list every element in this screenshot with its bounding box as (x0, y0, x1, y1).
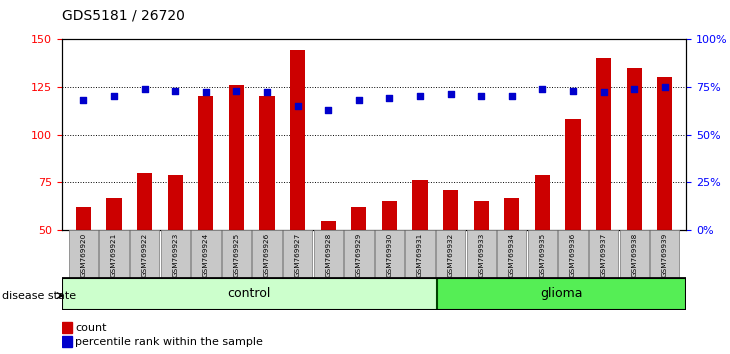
FancyBboxPatch shape (283, 230, 312, 278)
Text: percentile rank within the sample: percentile rank within the sample (75, 337, 263, 347)
Text: GSM769927: GSM769927 (295, 233, 301, 277)
Text: GSM769928: GSM769928 (326, 233, 331, 277)
Point (200, 90, 212, 95)
Bar (259, 96, 274, 230)
FancyBboxPatch shape (650, 230, 680, 278)
Bar (596, 58, 611, 230)
Point (108, 93, 120, 99)
Bar (290, 50, 305, 230)
Text: GSM769924: GSM769924 (203, 233, 209, 277)
FancyBboxPatch shape (130, 230, 159, 278)
Point (445, 92, 456, 97)
FancyBboxPatch shape (344, 230, 374, 278)
FancyBboxPatch shape (191, 230, 220, 278)
Text: GSM769931: GSM769931 (417, 233, 423, 277)
Bar (168, 175, 183, 230)
Text: glioma: glioma (540, 287, 583, 300)
FancyBboxPatch shape (69, 230, 98, 278)
Bar (657, 77, 672, 230)
Bar (76, 207, 91, 230)
Text: GSM769921: GSM769921 (111, 233, 117, 277)
Point (506, 93, 518, 99)
FancyBboxPatch shape (99, 230, 128, 278)
Text: GSM769939: GSM769939 (662, 233, 668, 277)
Text: GSM769923: GSM769923 (172, 233, 178, 277)
Bar (62, 322, 72, 333)
Text: GSM769936: GSM769936 (570, 233, 576, 277)
Bar (382, 201, 397, 230)
Point (537, 86, 548, 91)
Text: GSM769922: GSM769922 (142, 233, 147, 277)
Text: disease state: disease state (2, 291, 77, 301)
Bar (62, 336, 72, 347)
FancyBboxPatch shape (528, 230, 557, 278)
Point (77, 97, 89, 103)
FancyBboxPatch shape (558, 230, 588, 278)
Text: GSM769920: GSM769920 (80, 233, 86, 277)
Point (353, 97, 365, 103)
Text: control: control (228, 287, 271, 300)
Point (261, 90, 273, 95)
FancyBboxPatch shape (437, 278, 686, 310)
FancyBboxPatch shape (253, 230, 282, 278)
Bar (626, 68, 642, 230)
Point (292, 103, 304, 109)
Point (231, 88, 242, 93)
Text: GSM769930: GSM769930 (386, 233, 393, 277)
Bar (504, 198, 520, 230)
Bar (107, 198, 122, 230)
FancyBboxPatch shape (62, 278, 437, 310)
Bar (412, 181, 428, 230)
Point (169, 88, 181, 93)
Text: GDS5181 / 26720: GDS5181 / 26720 (62, 9, 185, 23)
FancyBboxPatch shape (374, 230, 404, 278)
Point (475, 93, 487, 99)
Text: GSM769932: GSM769932 (447, 233, 453, 277)
Bar (228, 85, 244, 230)
Bar (351, 207, 366, 230)
FancyBboxPatch shape (436, 230, 465, 278)
Point (629, 86, 640, 91)
FancyBboxPatch shape (314, 230, 343, 278)
FancyBboxPatch shape (161, 230, 190, 278)
Text: GSM769934: GSM769934 (509, 233, 515, 277)
FancyBboxPatch shape (620, 230, 649, 278)
FancyBboxPatch shape (589, 230, 618, 278)
Text: GSM769925: GSM769925 (234, 233, 239, 277)
Bar (199, 96, 213, 230)
Bar (137, 173, 153, 230)
Text: GSM769938: GSM769938 (631, 233, 637, 277)
Point (659, 84, 671, 90)
Bar (565, 119, 580, 230)
Point (598, 90, 610, 95)
Bar (474, 201, 489, 230)
Text: count: count (75, 322, 107, 332)
Text: GSM769929: GSM769929 (356, 233, 362, 277)
FancyBboxPatch shape (405, 230, 434, 278)
Bar (320, 221, 336, 230)
Point (139, 86, 150, 91)
Bar (535, 175, 550, 230)
Point (323, 107, 334, 113)
Text: GSM769926: GSM769926 (264, 233, 270, 277)
Text: GSM769937: GSM769937 (601, 233, 607, 277)
Point (567, 88, 579, 93)
FancyBboxPatch shape (466, 230, 496, 278)
Text: GSM769933: GSM769933 (478, 233, 484, 277)
FancyBboxPatch shape (497, 230, 526, 278)
FancyBboxPatch shape (222, 230, 251, 278)
Point (383, 95, 395, 101)
Text: GSM769935: GSM769935 (539, 233, 545, 277)
Point (414, 93, 426, 99)
Bar (443, 190, 458, 230)
